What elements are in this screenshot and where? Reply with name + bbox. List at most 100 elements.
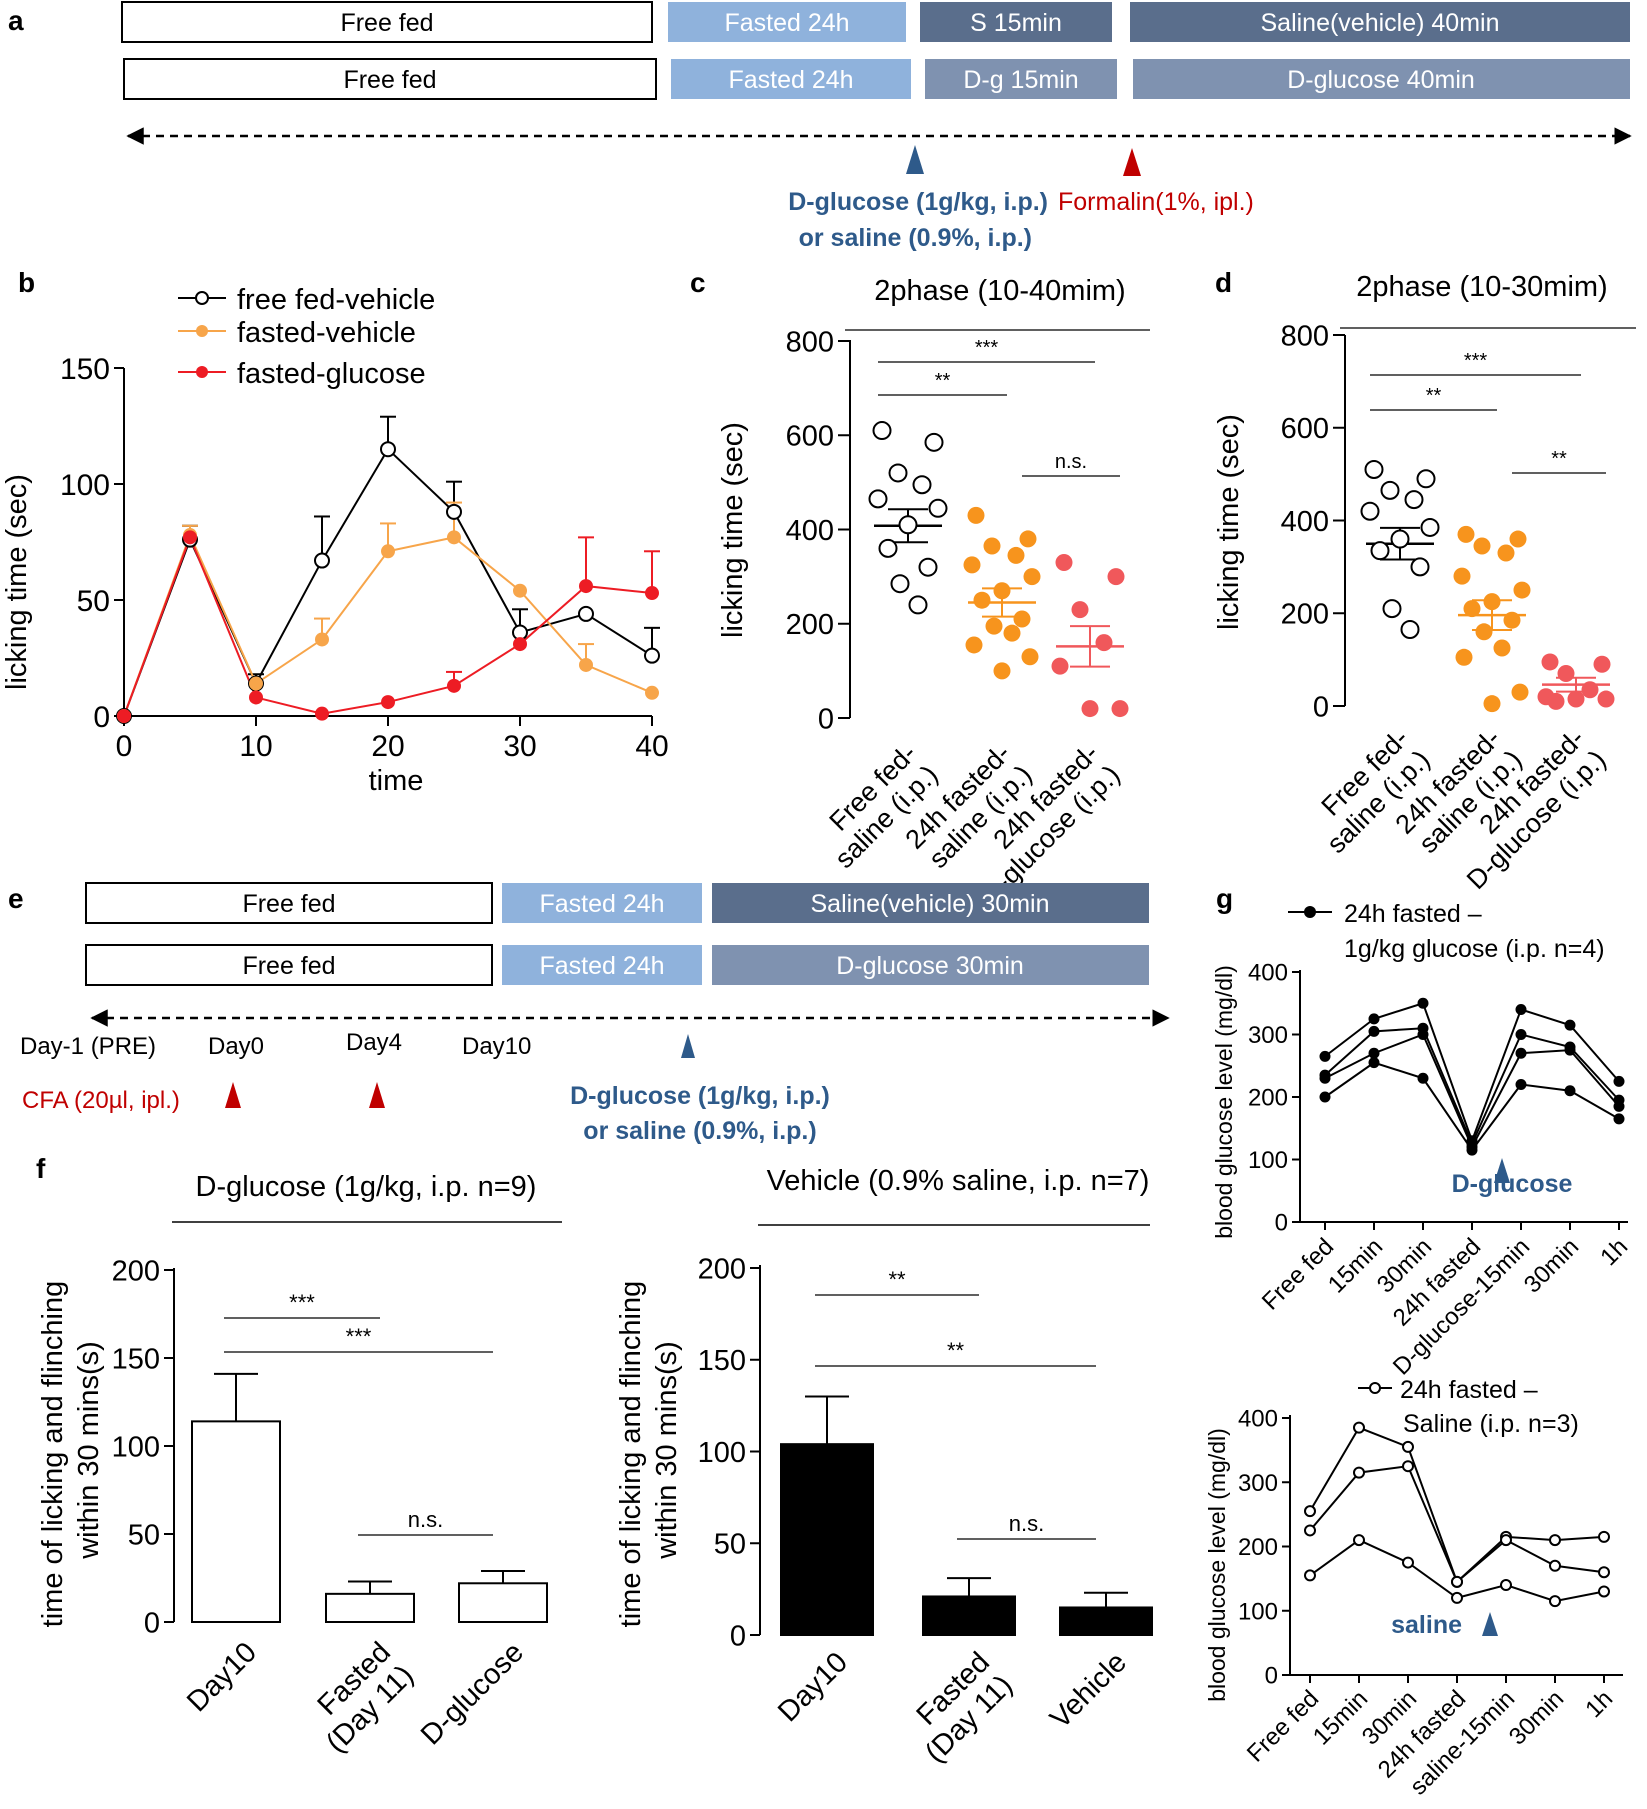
g2-s1-point-0: [1304, 1524, 1316, 1537]
g1-legend: 24h fasted – 1g/kg glucose (i.p. n=4): [1288, 900, 1605, 963]
e-ann-blue-2: or saline (0.9%, i.p.): [583, 1117, 816, 1145]
d-g2-point-5: [1597, 690, 1615, 708]
b-xtick-label-4: 40: [635, 730, 668, 763]
g2-ytick-label-2: 200: [1238, 1534, 1278, 1561]
c-g2-point-3: [1095, 634, 1113, 652]
g2-legend-marker: [1369, 1382, 1381, 1394]
c-g1-point-5: [1023, 568, 1041, 586]
b-x-ticks: 0 10 20 30 40: [116, 716, 669, 763]
c-g1-point-1: [1019, 530, 1037, 548]
f1-ylabel-line1: time of licking and flinching: [37, 1281, 69, 1628]
b-legend-label-1: fasted-vehicle: [237, 317, 416, 349]
g1-s0-point-2: [1417, 997, 1429, 1009]
f2-sig-label-2: n.s.: [1009, 1511, 1044, 1536]
f1-plot-area: [191, 1372, 548, 1624]
b-s1-point-8: [645, 685, 659, 700]
a-red-arrowhead: [1123, 148, 1141, 176]
g1-s0-point-6: [1613, 1075, 1625, 1087]
c-g1-point-10: [1003, 624, 1021, 642]
d-ytick-label-2: 400: [1281, 506, 1329, 538]
f2-sig-label-0: **: [888, 1267, 906, 1292]
d-g0-point-8: [1410, 557, 1430, 577]
b-s0-point-4: [380, 441, 396, 458]
g2-s0-point-6: [1598, 1530, 1610, 1543]
d-g0-point-4: [1360, 501, 1380, 521]
f1-bar-1: [325, 1592, 415, 1623]
c-g2-point-2: [1071, 601, 1089, 619]
c-y-ticks: 0 200 400 600 800: [786, 326, 850, 735]
f1-ytick-label-3: 150: [112, 1343, 160, 1375]
d-sig-label-3: **: [1551, 448, 1567, 470]
g1-s1-point-1: [1368, 1025, 1380, 1037]
e-row1-saline: Saline(vehicle) 30min: [810, 890, 1049, 918]
c-g0-point-5: [928, 498, 948, 518]
g2-s1-point-6: [1598, 1566, 1610, 1579]
g1-cat-5: 30min: [1519, 1233, 1584, 1298]
g1-plot-area: D-glucose: [1319, 997, 1625, 1230]
panel-g: g 24h fasted – 1g/kg glucose (i.p. n=4) …: [1204, 883, 1633, 1800]
g1-s0-point-1: [1368, 1013, 1380, 1025]
g2-y-ticks: 0 100 200 300 400: [1238, 1406, 1290, 1690]
f1-cat-1: Fasted(Day 11): [297, 1636, 420, 1759]
b-legend-marker-1: [196, 325, 208, 337]
b-ytick-label-2: 100: [60, 469, 110, 502]
c-g1-point-9: [985, 617, 1003, 635]
c-sig-label-2: **: [935, 370, 951, 392]
d-g0-point-9: [1382, 599, 1402, 619]
b-s0-point-7: [578, 605, 594, 622]
a-row2-dg15: D-g 15min: [963, 66, 1078, 94]
d-g0-point-1: [1416, 469, 1436, 489]
a-row2-fasted-box: [671, 59, 911, 99]
b-plot-area: [116, 415, 660, 724]
a-row1-fasted-box: [668, 2, 906, 42]
b-s0-point-8: [644, 647, 660, 664]
c-g0-point-9: [890, 574, 910, 594]
e-row2-free-fed: Free fed: [242, 952, 335, 980]
g2-cat-1-line-0: 15min: [1308, 1685, 1373, 1750]
f2-bar-0: [780, 1443, 874, 1637]
d-g1-point-2: [1473, 537, 1491, 555]
b-series-line-1: [123, 532, 653, 717]
f1-cat-0-line-0: Day10: [181, 1636, 263, 1718]
c-plot-area: [868, 421, 1129, 718]
d-sig-label-2: **: [1426, 385, 1442, 407]
f1-cat-2: D-glucose: [415, 1636, 530, 1751]
g1-s2-point-0: [1319, 1072, 1331, 1084]
g1-s3-point-5: [1564, 1085, 1576, 1097]
f2-bar-1: [922, 1595, 1016, 1636]
d-g2-point-1: [1593, 655, 1611, 673]
g2-cat-1: 15min: [1308, 1685, 1373, 1750]
e-cfa-arrowhead-2: [369, 1082, 385, 1108]
panel-a: a Free fed Fasted 24h S 15min Saline(veh…: [8, 1, 1632, 252]
d-g1-point-4: [1453, 567, 1471, 585]
e-row2-free-fed-box: [85, 944, 493, 986]
e-row2-dglucose-box: [712, 945, 1149, 985]
b-s2-point-6: [513, 637, 527, 652]
g2-s2-point-5: [1549, 1595, 1561, 1608]
d-plot-area: [1360, 459, 1615, 713]
g2-cat-5-line-0: 30min: [1504, 1685, 1569, 1750]
d-ytick-label-3: 600: [1281, 413, 1329, 445]
f2-ylabel-line1: time of licking and flinching: [615, 1281, 647, 1628]
f1-significance: *** *** n.s.: [224, 1290, 493, 1536]
b-xtick-label-0: 0: [116, 730, 133, 763]
panel-c: c 2phase (10-40mim) licking time (sec) 0…: [690, 267, 1150, 910]
b-s0-point-5: [446, 503, 462, 520]
e-row2-dglucose: D-glucose 30min: [836, 952, 1024, 980]
b-legend-label-0: free fed-vehicle: [237, 284, 435, 316]
g2-s2-point-4: [1500, 1579, 1512, 1592]
g2-legend-line1: 24h fasted –: [1400, 1376, 1538, 1404]
g2-series-line-0: [1309, 1426, 1605, 1584]
b-ytick-label-0: 0: [93, 701, 110, 734]
g1-legend-line1: 24h fasted –: [1344, 900, 1482, 928]
g1-s0-point-5: [1564, 1019, 1576, 1031]
c-title: 2phase (10-40mim): [874, 275, 1125, 307]
c-g2-point-0: [1055, 553, 1073, 571]
d-g2-point-0: [1541, 653, 1559, 671]
g1-cat-6: 1h: [1595, 1233, 1633, 1271]
c-ytick-label-4: 800: [786, 326, 834, 358]
g2-s2-point-0: [1304, 1569, 1316, 1582]
d-g1-point-13: [1483, 695, 1501, 713]
d-g1-point-11: [1455, 648, 1473, 666]
d-category-labels: Free fed-saline (i.p.)24h fasted-saline …: [1316, 723, 1612, 895]
